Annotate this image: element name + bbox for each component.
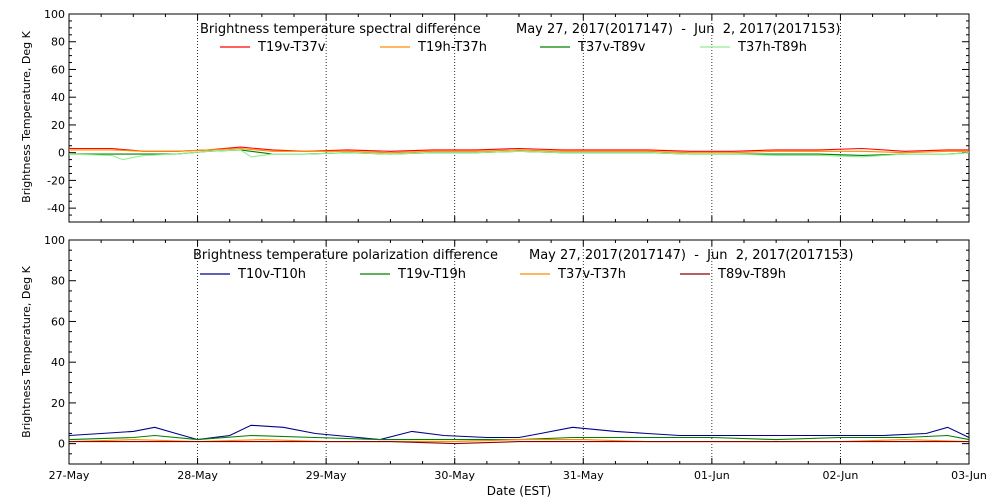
y-tick-label: 20 <box>51 397 65 410</box>
y-tick-label: 60 <box>51 315 65 328</box>
chart-title: Brightness temperature polarization diff… <box>193 248 498 263</box>
legend-label: T10v-T10h <box>237 267 306 282</box>
series-line-t37v-t89v <box>69 149 970 156</box>
y-tick-label: 0 <box>58 438 65 451</box>
y-tick-label: 40 <box>51 91 65 104</box>
series-line-t89v-t89h <box>69 441 969 445</box>
legend-label: T37v-T37h <box>557 267 626 282</box>
series-line-t19h-t37h <box>69 147 969 154</box>
series-line-t10v-t10h <box>68 424 970 441</box>
chart-subtitle: May 27, 2017(2017147) - Jun 2, 2017(2017… <box>529 248 853 263</box>
x-tick-label: 02-Jun <box>823 469 859 482</box>
series-line-t37h-t89h <box>68 149 970 161</box>
x-tick-label: 31-May <box>563 469 604 482</box>
legend-label: T19h-T37h <box>417 40 487 55</box>
y-tick-label: 60 <box>51 63 65 76</box>
legend-label: T19v-T19h <box>397 267 466 282</box>
y-axis-label: Brightness Temperature, Deg K <box>20 30 33 202</box>
chart-subtitle: May 27, 2017(2017147) - Jun 2, 2017(2017… <box>516 22 840 37</box>
legend-label: T19v-T37v <box>257 40 326 55</box>
legend-label: T37h-T89h <box>737 40 807 55</box>
y-axis-label: Brightness Temperature, Deg K <box>20 265 33 437</box>
legend-label: T37v-T89v <box>577 40 646 55</box>
y-tick-label: 40 <box>51 356 65 369</box>
y-tick-label: -20 <box>47 174 65 187</box>
x-tick-label: 27-May <box>49 469 90 482</box>
y-tick-label: -40 <box>47 202 65 215</box>
plot-frame <box>68 13 970 223</box>
y-tick-label: 80 <box>51 36 65 49</box>
y-tick-label: 80 <box>51 275 65 288</box>
x-tick-label: 01-Jun <box>694 469 730 482</box>
y-tick-label: 0 <box>58 147 65 160</box>
x-tick-label: 29-May <box>306 469 347 482</box>
legend-label: T89v-T89h <box>717 267 786 282</box>
y-tick-label: 20 <box>51 119 65 132</box>
x-tick-label: 30-May <box>434 469 475 482</box>
y-tick-label: 100 <box>44 234 65 247</box>
x-tick-label: 03-Jun <box>951 469 987 482</box>
chart-title: Brightness temperature spectral differen… <box>200 22 481 37</box>
x-axis-label: Date (EST) <box>487 484 551 498</box>
series-line-t19v-t37v <box>69 146 969 152</box>
y-tick-label: 100 <box>44 8 65 21</box>
x-tick-label: 28-May <box>177 469 218 482</box>
